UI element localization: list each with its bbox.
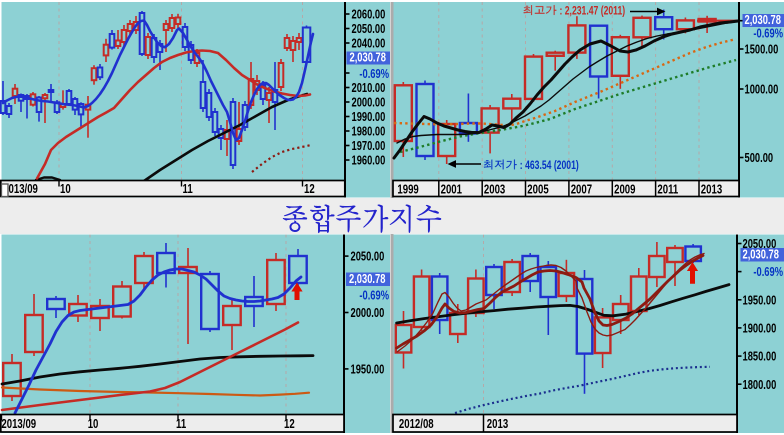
svg-text:2013: 2013 — [487, 418, 508, 432]
svg-text:2060.00: 2060.00 — [352, 8, 386, 22]
svg-text:10: 10 — [88, 418, 99, 432]
svg-text:12: 12 — [304, 183, 315, 197]
svg-text:1990.00: 1990.00 — [352, 111, 386, 125]
svg-text:: 2,231.47 (2011): : 2,231.47 (2011) — [560, 5, 626, 17]
svg-text:2001: 2001 — [441, 183, 463, 197]
svg-text:-0.69%: -0.69% — [753, 266, 783, 280]
svg-text:2013/09: 2013/09 — [1, 418, 36, 432]
svg-text:-0.69%: -0.69% — [359, 67, 389, 81]
svg-text:2050.00: 2050.00 — [352, 23, 386, 37]
svg-text:500.00: 500.00 — [745, 152, 774, 166]
svg-text:1950.00: 1950.00 — [743, 294, 777, 308]
svg-text:1850.00: 1850.00 — [743, 350, 777, 364]
svg-text:11: 11 — [176, 418, 187, 432]
svg-text:2,030.78: 2,030.78 — [745, 13, 781, 27]
svg-text:2,030.78: 2,030.78 — [743, 248, 779, 262]
svg-text:2000.00: 2000.00 — [352, 96, 386, 110]
svg-text:1500.00: 1500.00 — [745, 43, 779, 57]
svg-text:1970.00: 1970.00 — [352, 140, 386, 154]
svg-text:2,030.78: 2,030.78 — [350, 51, 386, 65]
svg-text:2040.00: 2040.00 — [352, 37, 386, 51]
svg-text:1800.00: 1800.00 — [743, 378, 777, 392]
svg-text:12: 12 — [284, 418, 295, 432]
svg-text:11: 11 — [183, 183, 194, 197]
svg-text:2007: 2007 — [571, 183, 592, 197]
svg-text:2009: 2009 — [614, 183, 635, 197]
svg-text:2050.00: 2050.00 — [351, 250, 385, 264]
svg-text:013/09: 013/09 — [9, 183, 38, 197]
svg-text:2000.00: 2000.00 — [351, 307, 385, 321]
svg-text:2011: 2011 — [657, 183, 678, 197]
svg-text:1980.00: 1980.00 — [352, 125, 386, 139]
svg-text:2,030.78: 2,030.78 — [349, 272, 385, 286]
svg-text:1999: 1999 — [397, 183, 418, 197]
svg-text:-0.69%: -0.69% — [753, 27, 783, 41]
svg-text:2013: 2013 — [701, 183, 722, 197]
svg-text:2012/08: 2012/08 — [399, 418, 434, 432]
svg-text:1960.00: 1960.00 — [352, 154, 386, 168]
svg-text:: 463.54 (2001): : 463.54 (2001) — [520, 160, 579, 172]
svg-text:1950.00: 1950.00 — [351, 363, 385, 377]
svg-text:1000.00: 1000.00 — [745, 83, 779, 97]
svg-text:-0.69%: -0.69% — [359, 289, 389, 303]
svg-text:10: 10 — [60, 183, 71, 197]
svg-text:2010.00: 2010.00 — [352, 82, 386, 96]
svg-text:1900.00: 1900.00 — [743, 322, 777, 336]
svg-text:2005: 2005 — [527, 183, 549, 197]
svg-text:2003: 2003 — [484, 183, 505, 197]
